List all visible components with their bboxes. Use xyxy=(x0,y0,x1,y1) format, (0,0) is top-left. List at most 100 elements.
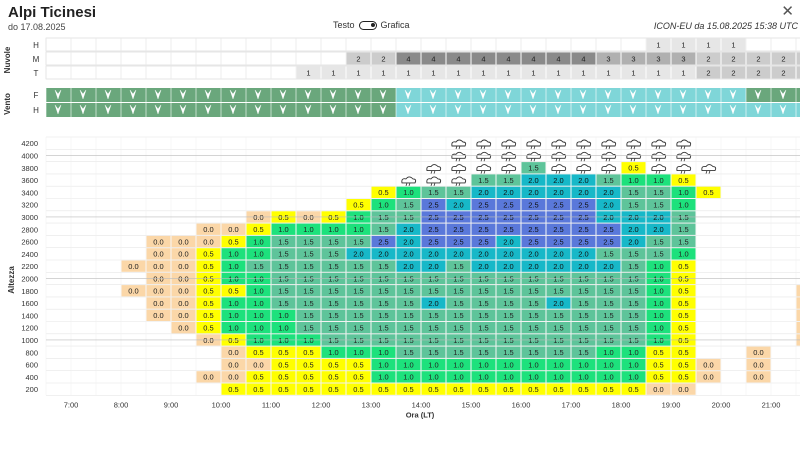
lift-cell xyxy=(421,309,446,321)
lift-cell xyxy=(446,322,471,334)
lift-cell xyxy=(571,248,596,260)
lift-cell xyxy=(196,248,221,260)
lift-cell xyxy=(571,235,596,248)
altitude-tick-label: 400 xyxy=(25,373,38,382)
lift-cell-value: 2.5 xyxy=(503,225,513,234)
time-tick-label: 21:00 xyxy=(762,400,781,409)
cloud-row-label-H: H xyxy=(33,41,39,50)
wind-row-label-H: H xyxy=(33,106,39,115)
lift-cell-value: 2.0 xyxy=(578,188,588,197)
lift-cell-value: 1.5 xyxy=(478,323,488,332)
close-icon[interactable]: ✕ xyxy=(781,3,794,20)
lift-cell-value: 1.0 xyxy=(328,348,338,357)
lift-cell xyxy=(596,297,621,309)
lift-cell-value: 1.0 xyxy=(353,225,363,234)
thunder-cloud-icon xyxy=(576,151,592,162)
lift-cell-value: 2.0 xyxy=(553,299,563,308)
toggle-switch-icon[interactable] xyxy=(358,20,377,30)
toggle-text-label[interactable]: Testo xyxy=(333,20,355,30)
lift-cell xyxy=(446,371,471,383)
lift-cell-value: 1.5 xyxy=(328,299,338,308)
lift-cell-value: 0.5 xyxy=(278,385,288,394)
lift-cell-value: 1.5 xyxy=(378,262,388,271)
lift-cell xyxy=(421,371,446,383)
lift-cell-value: 1.0 xyxy=(678,200,688,209)
wind-arrow-icon xyxy=(304,89,312,100)
lift-cell xyxy=(221,383,246,395)
lift-cell-value: 0.0 xyxy=(228,348,238,357)
lift-cell-value: 1.5 xyxy=(553,311,563,320)
lift-cell xyxy=(396,371,421,383)
lift-cell xyxy=(221,371,246,383)
lift-cell-value: 1.5 xyxy=(628,323,638,332)
wind-arrow-icon xyxy=(704,89,712,100)
lift-cell-value: 0.5 xyxy=(353,200,363,209)
lift-cell xyxy=(346,371,371,383)
view-toggle[interactable]: Testo Grafica xyxy=(333,20,410,30)
lift-cell xyxy=(521,223,546,235)
cloud-cell xyxy=(646,38,671,51)
lift-cell xyxy=(321,248,346,260)
thunder-cloud-icon xyxy=(676,139,692,150)
lift-cell xyxy=(646,346,671,358)
cloud-cell-value: 1 xyxy=(331,69,335,78)
lift-cell-value: 2.5 xyxy=(478,237,488,246)
lift-cell-value: 0.5 xyxy=(228,237,238,246)
lift-cell-value: 0.0 xyxy=(153,311,163,320)
lift-cell-value: 0.5 xyxy=(253,385,263,394)
lift-cell-value: 1.5 xyxy=(478,287,488,296)
thunder-cloud-icon xyxy=(451,176,467,187)
lift-cell-value: 1.0 xyxy=(353,348,363,357)
lift-cell xyxy=(321,285,346,297)
lift-cell xyxy=(146,235,171,248)
cloud-cell-empty xyxy=(320,51,347,66)
lift-cell xyxy=(471,383,496,395)
cloud-cell-value: 1 xyxy=(381,69,385,78)
lift-cell xyxy=(421,223,446,235)
lift-cell xyxy=(346,260,371,272)
lift-cell xyxy=(671,371,696,383)
lift-cell xyxy=(621,186,646,198)
lift-cell xyxy=(521,346,546,358)
wind-arrow-icon xyxy=(329,89,337,100)
cloud-cell xyxy=(646,52,671,65)
lift-cell xyxy=(696,358,721,371)
lift-cell xyxy=(296,223,321,235)
lift-cell-value: 1.0 xyxy=(503,373,513,382)
lift-cell xyxy=(246,297,271,309)
cloud-cell xyxy=(421,66,446,79)
lift-cell-value: 1.5 xyxy=(378,299,388,308)
lift-cell-value: 0.0 xyxy=(178,311,188,320)
thunder-cloud-icon xyxy=(576,139,592,150)
lift-cell xyxy=(496,174,521,186)
lift-cell xyxy=(396,358,421,371)
toggle-graphic-label[interactable]: Grafica xyxy=(380,20,410,30)
lift-cell xyxy=(671,285,696,297)
lift-cell xyxy=(571,309,596,321)
lift-cell-value: 1.5 xyxy=(603,311,613,320)
lift-cell xyxy=(546,235,571,248)
lift-cell xyxy=(496,248,521,260)
altitude-tick-label: 2400 xyxy=(21,250,38,259)
cloud-cell xyxy=(621,66,646,79)
lift-cell-value: 2.5 xyxy=(578,200,588,209)
lift-cell-value: 1.5 xyxy=(528,323,538,332)
lift-cell-value: 1.5 xyxy=(328,323,338,332)
wind-arrow-icon xyxy=(754,104,762,115)
lift-cell xyxy=(446,235,471,248)
lift-cell xyxy=(621,174,646,186)
lift-cell-value: 0.5 xyxy=(203,250,213,259)
altitude-tick-label: 4000 xyxy=(21,151,38,160)
wind-cell xyxy=(796,88,800,102)
lift-cell-value: 1.0 xyxy=(478,373,488,382)
lift-cell xyxy=(196,235,221,248)
lift-cell xyxy=(371,199,396,211)
lift-cell-value: 1.0 xyxy=(303,225,313,234)
lift-cell-value: 0.5 xyxy=(678,311,688,320)
lift-cell xyxy=(496,260,521,272)
lift-cell-value: 1.0 xyxy=(653,311,663,320)
lift-cell-value: 1.0 xyxy=(403,188,413,197)
lift-cell-value: 1.0 xyxy=(378,200,388,209)
thunder-cloud-icon xyxy=(601,164,617,174)
lift-cell xyxy=(421,235,446,248)
